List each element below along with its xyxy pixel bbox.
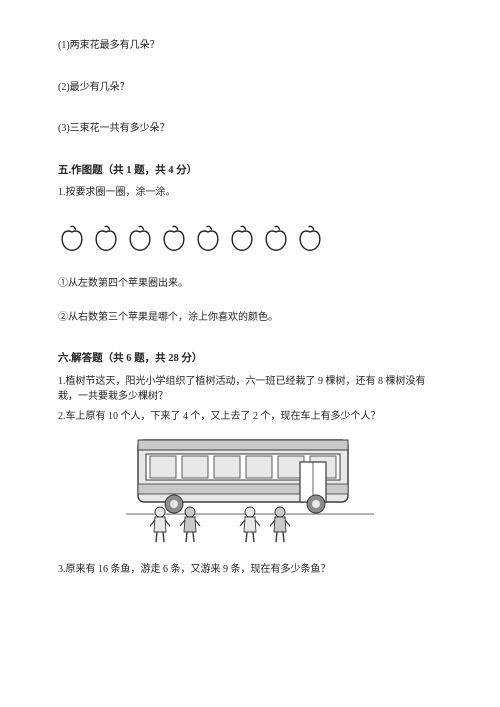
q4-sub2: (2)最少有几朵？ [58, 80, 442, 96]
sec5-q1-intro: 1.按要求圈一圈，涂一涂。 [58, 185, 442, 201]
apple-icon [296, 224, 324, 252]
section-5-heading: 五.作图题（共 1 题，共 4 分） [58, 163, 442, 179]
apple-icon [228, 224, 256, 252]
apple-row [58, 224, 442, 252]
apple-icon [194, 224, 222, 252]
sec5-sub2: ②从右数第三个苹果是哪个，涂上你喜欢的颜色。 [58, 310, 442, 326]
q4-sub3: (3)三束花一共有多少朵？ [58, 121, 442, 137]
section-6-heading: 六.解答题（共 6 题，共 28 分） [58, 351, 442, 367]
sec5-sub1: ①从左数第四个苹果圈出来。 [58, 276, 442, 292]
page-root: (1)两束花最多有几朵？ (2)最少有几朵？ (3)三束花一共有多少朵？ 五.作… [0, 0, 500, 611]
apple-icon [160, 224, 188, 252]
apple-icon [262, 224, 290, 252]
apple-icon [126, 224, 154, 252]
bus-illustration [58, 432, 442, 548]
sec6-q3: 3.原来有 16 条鱼，游走 6 条，又游来 9 条，现在有多少条鱼？ [58, 562, 442, 578]
sec6-q1: 1.植树节这天，阳光小学组织了植树活动，六一班已经栽了 9 棵树，还有 8 棵树… [58, 374, 442, 405]
apple-icon [58, 224, 86, 252]
q4-sub1: (1)两束花最多有几朵？ [58, 38, 442, 54]
apple-icon [92, 224, 120, 252]
sec6-q2: 2.车上原有 10 个人，下来了 4 个，又上去了 2 个，现在车上有多少个人？ [58, 409, 442, 425]
